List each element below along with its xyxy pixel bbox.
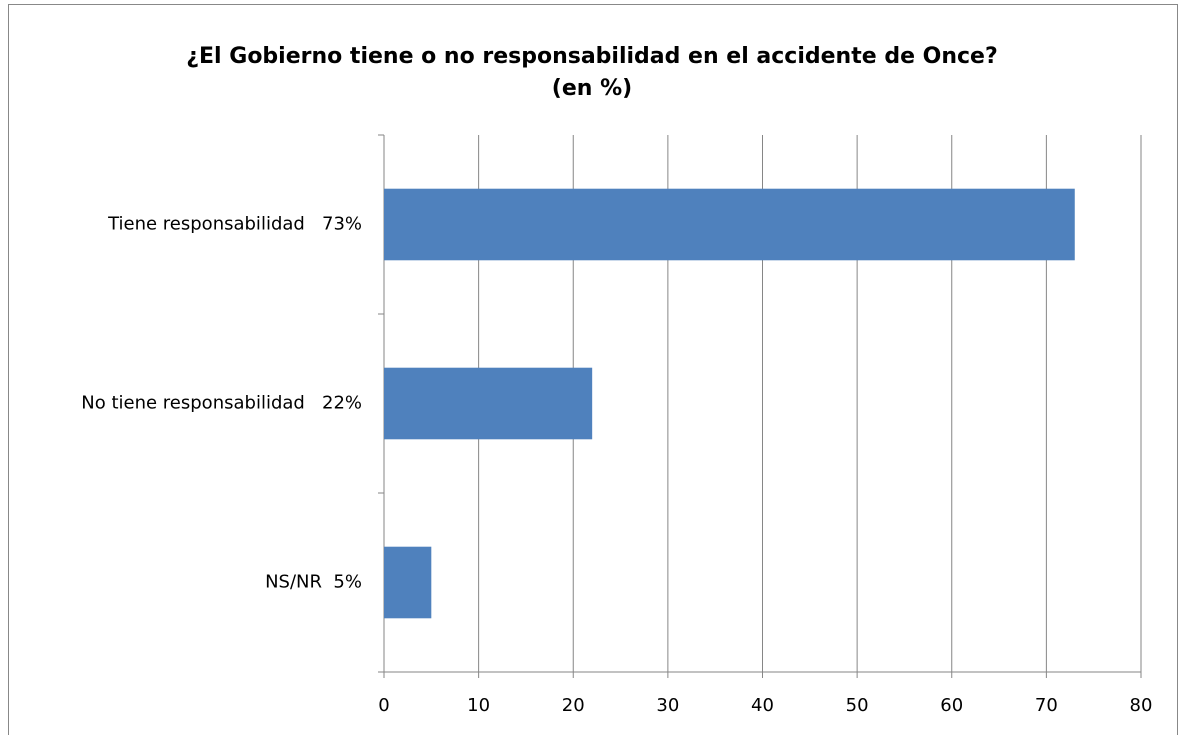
y-tick-label: No tiene responsabilidad 22% (81, 393, 362, 414)
x-tick-label: 70 (1035, 695, 1058, 716)
chart-subtitle: (en %) (552, 76, 632, 101)
bar (384, 546, 432, 619)
x-tick-label: 20 (562, 695, 585, 716)
chart-title: ¿El Gobierno tiene o no responsabilidad … (186, 44, 997, 69)
x-tick-label: 40 (751, 695, 774, 716)
x-tick-label: 0 (378, 695, 389, 716)
y-tick-label: Tiene responsabilidad 73% (107, 214, 362, 235)
bar (384, 188, 1075, 261)
x-tick-label: 60 (940, 695, 963, 716)
chart-frame (8, 4, 1178, 735)
x-tick-label: 80 (1130, 695, 1153, 716)
y-tick-label: NS/NR 5% (265, 572, 362, 593)
x-tick-label: 50 (846, 695, 869, 716)
x-tick-label: 10 (467, 695, 490, 716)
x-tick-label: 30 (656, 695, 679, 716)
bar (384, 367, 593, 440)
